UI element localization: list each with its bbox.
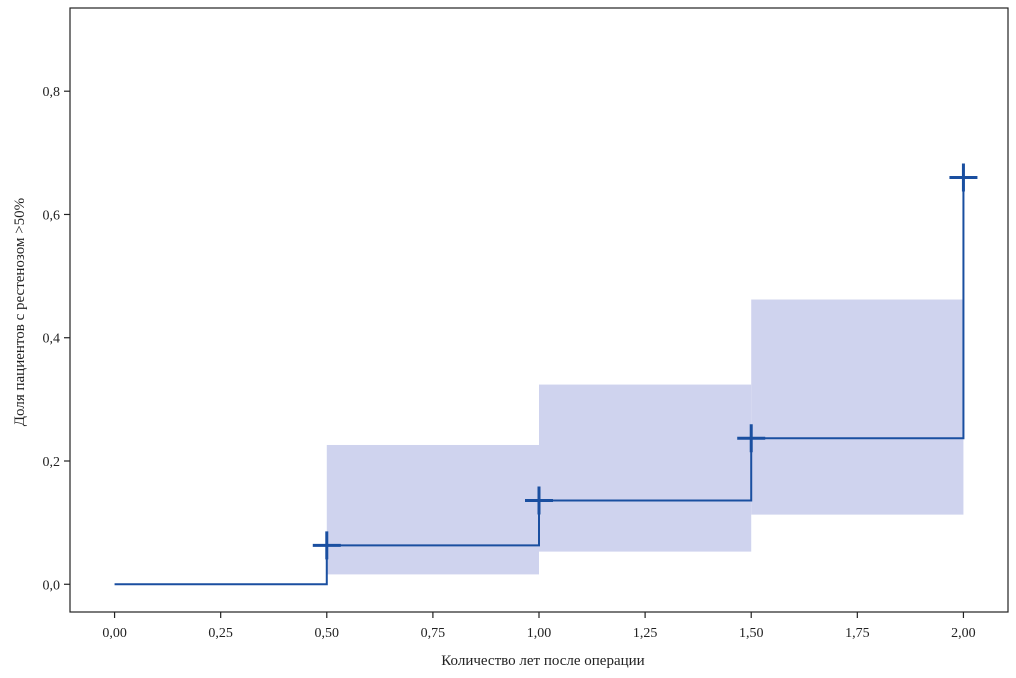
censor-mark-3 [949, 163, 978, 192]
x-tick-label-5: 1,25 [633, 626, 658, 641]
x-axis-ticks: 0,00 0,25 0,50 0,75 1,00 1,25 1,50 1,75 2,00 [102, 612, 976, 641]
confidence-band-1 [539, 384, 752, 552]
y-tick-label-1: 0,2 [43, 455, 61, 470]
x-tick-label-6: 1,50 [739, 626, 764, 641]
y-tick-label-3: 0,6 [43, 208, 61, 223]
x-tick-label-2: 0,50 [315, 626, 340, 641]
censor-mark-2 [737, 424, 766, 453]
y-tick-label-4: 0,8 [43, 85, 61, 100]
censor-mark-1 [525, 486, 553, 515]
x-tick-label-8: 2,00 [951, 626, 976, 641]
confidence-band-0 [326, 444, 539, 575]
y-tick-label-2: 0,4 [43, 332, 61, 347]
y-tick-label-0: 0,0 [43, 578, 61, 593]
x-tick-label-1: 0,25 [208, 626, 233, 641]
x-tick-label-7: 1,75 [845, 626, 870, 641]
x-tick-label-3: 0,75 [421, 626, 446, 641]
y-axis-title: Доля пациентов с рестенозом >50% [12, 198, 28, 426]
x-tick-label-4: 1,00 [527, 626, 552, 641]
censor-mark-0 [312, 531, 341, 560]
censor-mark-layer [312, 163, 978, 560]
x-axis-title: Количество лет после операции [441, 653, 644, 669]
x-tick-label-0: 0,00 [102, 626, 127, 641]
confidence-band-layer [326, 299, 964, 575]
confidence-band-2 [751, 299, 964, 515]
y-axis-ticks: 0,0 0,2 0,4 0,6 0,8 [43, 85, 70, 593]
